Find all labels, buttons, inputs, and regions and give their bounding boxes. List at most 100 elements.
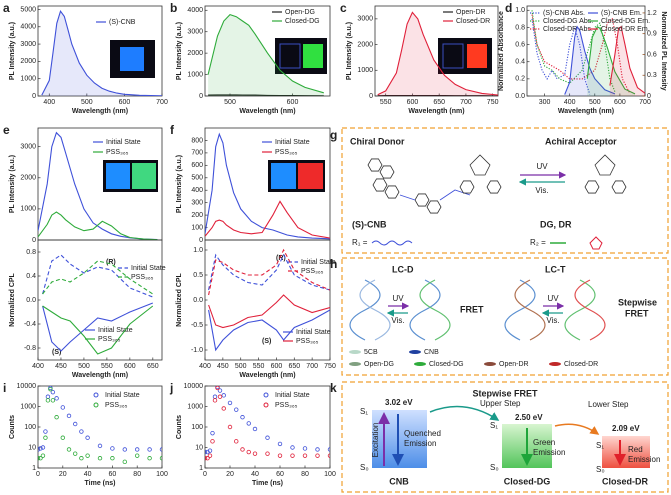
- data-point: [227, 424, 233, 430]
- y-tick-label: 0.2: [515, 76, 525, 83]
- y-tick-label: 10000: [17, 383, 37, 390]
- x-tick-label: 600: [614, 99, 626, 106]
- x-tick-label: 600: [119, 99, 131, 106]
- data-point: [246, 421, 251, 426]
- series-line: [42, 254, 154, 298]
- data-point: [110, 446, 115, 451]
- y-axis-label: PL Intensity (a.u.): [9, 155, 16, 213]
- x-tick-label: 700: [156, 99, 168, 106]
- x-tick-label: 450: [55, 363, 67, 370]
- state-shape: [602, 436, 650, 468]
- x-tick-label: 500: [235, 363, 247, 370]
- x-tick-label: 80: [301, 471, 309, 478]
- state-name: Closed-DG: [504, 476, 551, 486]
- helix: [514, 279, 546, 341]
- legend-label: (S)-CNB Em.: [601, 10, 642, 17]
- x-tick-label: 0: [203, 471, 207, 478]
- data-point: [217, 388, 223, 393]
- data-point: [97, 456, 103, 461]
- plot-frame: [37, 385, 163, 469]
- x-tick-label: 650: [433, 99, 445, 106]
- ring: [379, 165, 395, 179]
- data-point: [60, 435, 65, 440]
- x-tick-label: 500: [78, 363, 90, 370]
- data-point: [207, 453, 213, 458]
- data-point: [147, 456, 152, 461]
- x-tick-label: 400: [199, 363, 211, 370]
- legend-label: Open-DR: [499, 361, 529, 368]
- series-line: [38, 131, 158, 240]
- vis-label: Vis.: [391, 316, 404, 325]
- y-tick-label: 2000: [20, 58, 36, 65]
- legend-label: PSS₃₆₅: [98, 336, 121, 343]
- series-line: [205, 200, 330, 239]
- data-point: [265, 435, 270, 440]
- y-tick-label: 0.6: [515, 41, 525, 48]
- s0-label: S₀: [596, 465, 605, 474]
- legend-icon: [414, 362, 426, 366]
- data-point: [290, 445, 295, 450]
- legend-label: Closed-DG: [285, 18, 320, 25]
- series-line: [564, 25, 616, 95]
- y-tick-label: 2000: [357, 41, 373, 48]
- data-point: [212, 398, 218, 403]
- y-axis-label: Counts: [9, 415, 16, 439]
- plot-frame: [204, 5, 331, 97]
- y-tick-label: 300: [191, 200, 203, 207]
- x-tick-label: 500: [81, 99, 93, 106]
- y-tick-label: 400: [191, 187, 203, 194]
- legend-label: Initial State: [275, 392, 310, 399]
- donor-name: (S)-CNB: [352, 219, 387, 229]
- x-tick-label: 400: [32, 363, 44, 370]
- x-tick-label: 100: [324, 471, 336, 478]
- s1-label: S₁: [596, 441, 604, 450]
- r2-label: R₂ =: [530, 238, 546, 247]
- x-tick-label: 400: [43, 99, 55, 106]
- legend-label: PSS₃₆₅: [131, 274, 154, 281]
- x-tick-label: 80: [133, 471, 141, 478]
- x-tick-label: 500: [224, 99, 236, 106]
- data-point: [227, 400, 233, 406]
- y-tick-label: 0.0: [26, 297, 36, 304]
- y-axis-label: PL Intensity (a.u.): [176, 155, 183, 213]
- excitation-label: Excitation: [371, 423, 380, 458]
- process-label: FRET: [460, 304, 484, 314]
- x-tick-label: 60: [109, 471, 117, 478]
- data-point: [302, 453, 308, 458]
- x-tick-label: 20: [59, 471, 67, 478]
- y-tick-label: 100: [191, 224, 203, 231]
- s1-label: S₁: [490, 421, 498, 430]
- x-tick-label: 600: [271, 363, 283, 370]
- panel-label: g: [330, 128, 337, 142]
- ring: [367, 158, 383, 172]
- data-point: [205, 449, 208, 455]
- area-fill: [41, 11, 162, 96]
- s1-label: S₁: [360, 407, 368, 416]
- data-point: [252, 426, 258, 432]
- data-point: [48, 386, 53, 392]
- panel-label: j: [169, 381, 173, 395]
- data-point: [54, 415, 59, 420]
- y-tick-label: 2000: [187, 50, 203, 57]
- photo-cuvette: [132, 163, 156, 189]
- series-line: [42, 260, 154, 295]
- legend-label: Closed-DG Em.: [601, 18, 650, 25]
- y-tick-label: 800: [191, 137, 203, 144]
- y-tick-label: 0.0: [193, 297, 203, 304]
- y-tick-label: 0.5: [193, 272, 203, 279]
- uv-label: UV: [536, 162, 548, 171]
- x-tick-label: 550: [101, 363, 113, 370]
- panel-label: a: [3, 1, 10, 15]
- x-tick-label: 0: [36, 471, 40, 478]
- data-point: [54, 396, 59, 401]
- data-point: [217, 394, 223, 399]
- emission-label: Green: [533, 438, 555, 447]
- legend-icon: [349, 362, 361, 366]
- x-tick-label: 750: [487, 99, 499, 106]
- series-line: [41, 9, 162, 96]
- data-point: [212, 394, 218, 399]
- y-tick-label: 0.0: [515, 93, 525, 100]
- x-tick-label: 600: [407, 99, 419, 106]
- x-tick-label: 300: [539, 99, 551, 106]
- data-point: [252, 451, 258, 456]
